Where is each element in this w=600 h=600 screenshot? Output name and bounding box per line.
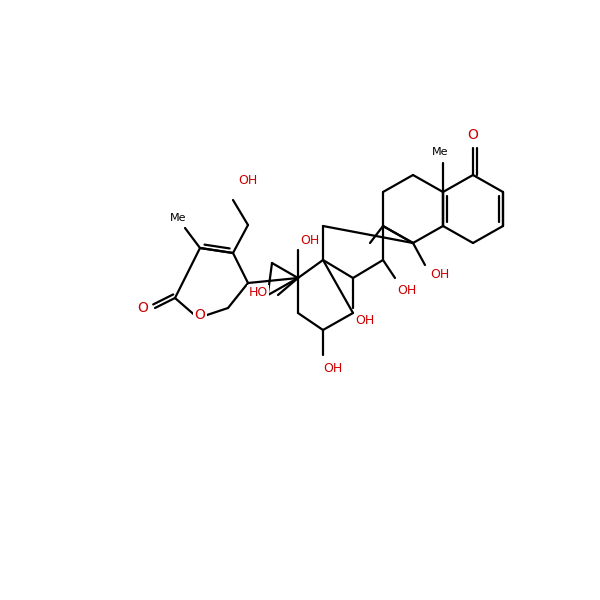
Text: OH: OH	[430, 269, 449, 281]
Text: OH: OH	[301, 233, 320, 247]
Text: O: O	[194, 308, 205, 322]
Text: OH: OH	[238, 173, 257, 187]
Text: Me: Me	[432, 147, 448, 157]
Text: O: O	[137, 301, 148, 315]
Text: OH: OH	[397, 283, 416, 296]
Text: OH: OH	[355, 313, 374, 326]
Text: OH: OH	[323, 361, 343, 374]
Text: HO: HO	[248, 286, 268, 299]
Text: O: O	[467, 128, 478, 142]
Text: Me: Me	[170, 213, 186, 223]
